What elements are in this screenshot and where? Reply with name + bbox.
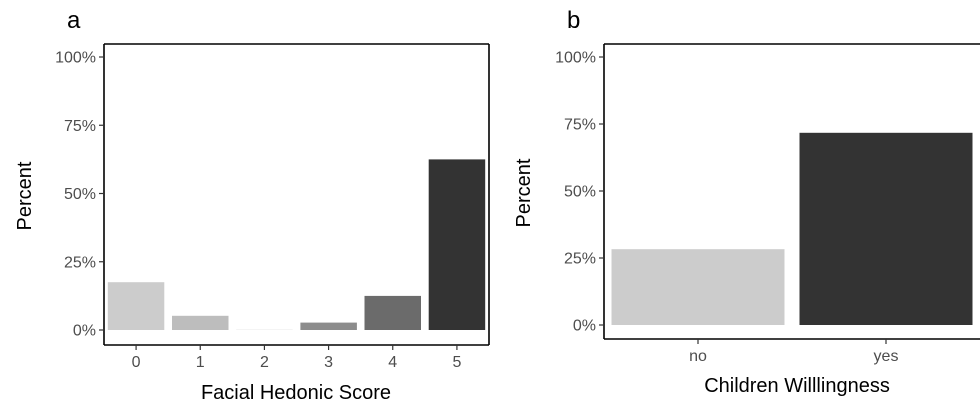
panel-b-label: b: [567, 7, 580, 34]
panel-b-x-tick-label: yes: [874, 348, 899, 365]
panel-a-bar-5: [428, 159, 486, 330]
panel-a-bar-0: [107, 282, 165, 330]
panel-a-x-tick-label: 4: [388, 354, 397, 371]
panel-b-y-axis-title: Percent: [513, 158, 535, 227]
panel-b-y-tick-label: 50%: [564, 184, 596, 201]
panel-b-bar-yes: [799, 132, 973, 325]
panel-b-y-tick-label: 75%: [564, 117, 596, 134]
panel-a-y-tick-label: 50%: [64, 186, 96, 203]
panel-b-y-tick-label: 100%: [555, 50, 596, 67]
panel-b-bar-no: [611, 249, 785, 325]
panel-b: b Percent Children Willlingness 0% 25% 50%…: [513, 7, 980, 397]
panel-b-plot-area: 0% 25% 50% 75% 100% no yes: [555, 43, 980, 365]
panel-a-bar-1: [172, 315, 229, 330]
panel-a-plot-area: 0% 25% 50% 75% 100% 0 1 2 3 4 5: [55, 43, 490, 371]
panel-b-y-tick-label: 25%: [564, 251, 596, 268]
panel-a: a Percent Facial Hedonic Score 0% 25% 50% 7…: [14, 7, 490, 404]
panel-a-y-tick-label: 0%: [73, 323, 96, 340]
panel-b-y-tick-label: 0%: [573, 318, 596, 335]
panel-a-bar-2: [236, 329, 293, 330]
panel-a-y-tick-label: 25%: [64, 254, 96, 271]
panel-a-x-tick-label: 1: [196, 354, 205, 371]
panel-a-y-axis-title: Percent: [14, 161, 36, 230]
panel-a-x-tick-label: 0: [132, 354, 141, 371]
panel-a-bar-3: [300, 322, 357, 330]
panel-a-y-tick-label: 75%: [64, 118, 96, 135]
panel-b-x-tick-label: no: [689, 348, 707, 365]
panel-a-x-axis-title: Facial Hedonic Score: [201, 382, 391, 404]
panel-a-bar-4: [364, 295, 421, 330]
panel-a-y-tick-label: 100%: [55, 50, 96, 67]
panel-b-x-axis-title: Children Willlingness: [704, 375, 890, 397]
panel-a-label: a: [67, 7, 81, 34]
panel-a-x-tick-label: 5: [452, 354, 461, 371]
panel-a-x-tick-label: 3: [324, 354, 333, 371]
panel-a-x-tick-label: 2: [260, 354, 269, 371]
